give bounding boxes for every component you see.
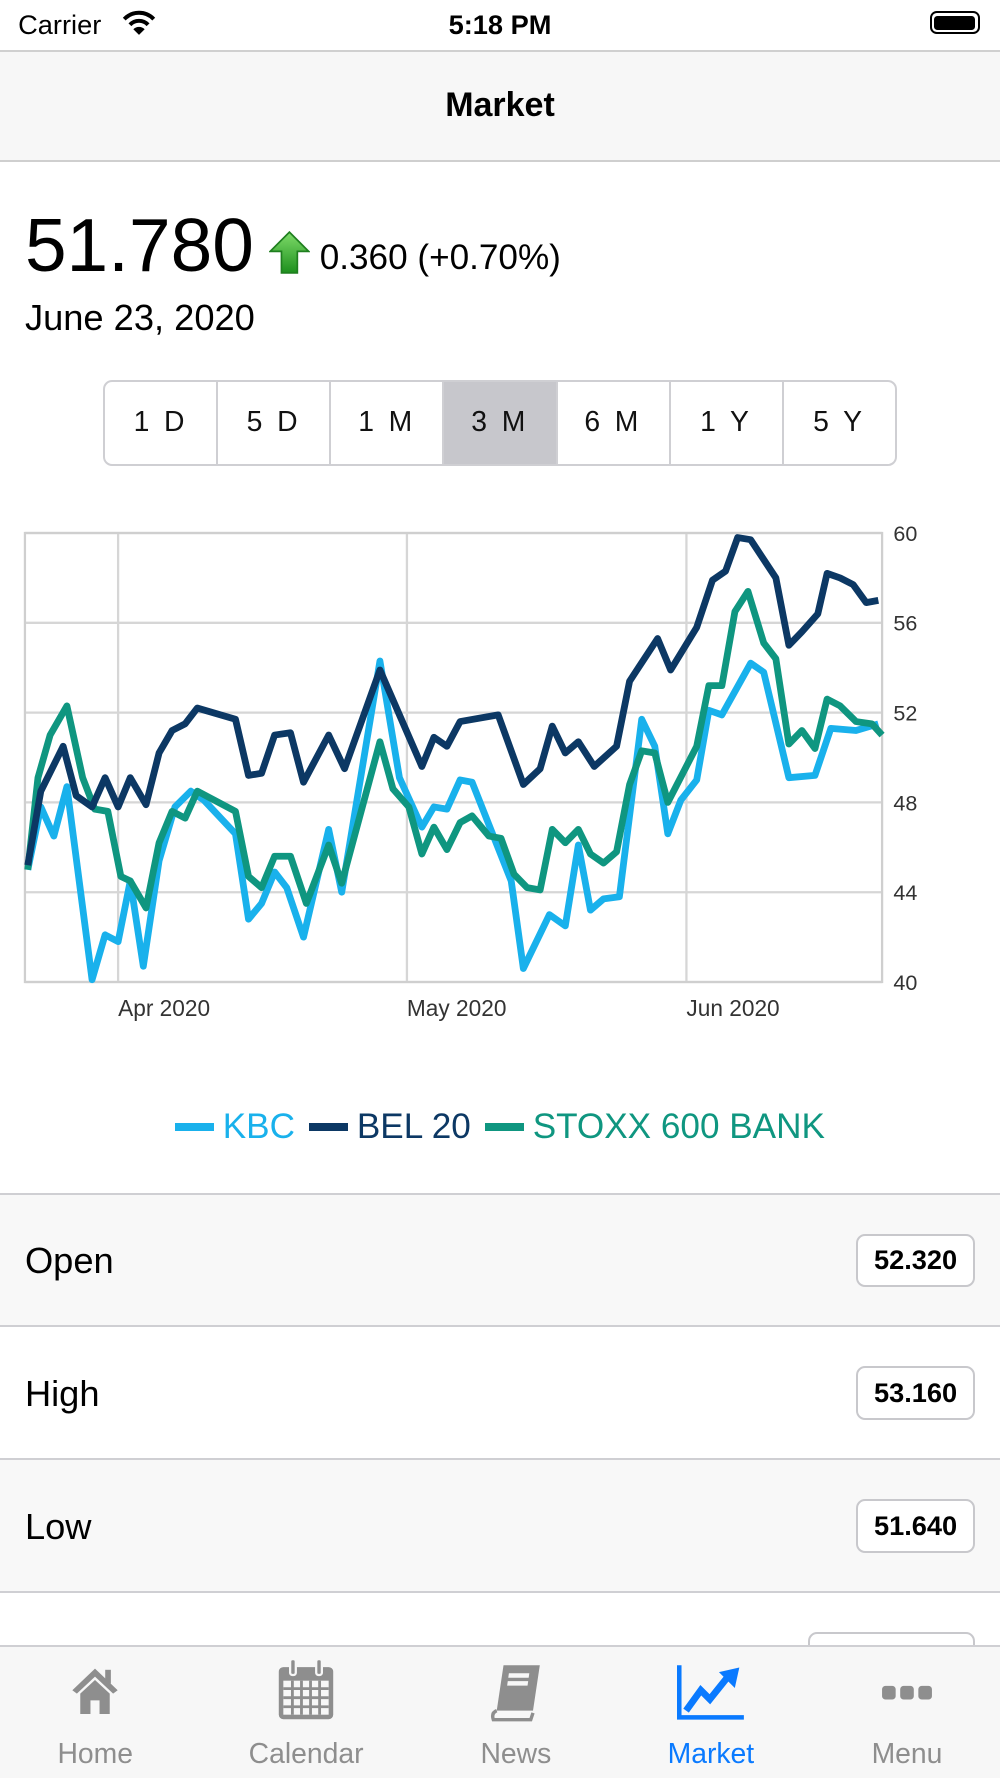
quote-date: June 23, 2020 [24,297,255,339]
carrier-label: Carrier [18,9,102,41]
stat-label: Open [24,1240,114,1282]
range-5d[interactable]: 5 D [218,381,332,464]
legend-label: KBC [222,1106,295,1146]
range-6m[interactable]: 6 M [558,381,671,464]
last-price: 51.780 [24,202,254,287]
tab-home[interactable]: Home [0,1647,195,1778]
page-title: Market [445,86,555,125]
stat-value: 52.320 [856,1233,976,1288]
y-tick-label: 48 [893,791,917,815]
legend-kbc[interactable]: KBC [175,1107,295,1147]
stat-row-high: High 53.160 [0,1327,1000,1461]
range-1d[interactable]: 1 D [105,381,219,464]
series-line-kbc [24,657,880,983]
tab-news[interactable]: News [416,1647,616,1778]
price-chart: 40 44 48 52 56 60 Apr 2020 May 2020 Jun 2020 [23,522,917,1021]
legend-label: STOXX 600 BANK [532,1106,825,1146]
legend-stoxx[interactable]: STOXX 600 BANK [485,1107,825,1147]
series-line-bel-20 [24,534,879,866]
tab-bar: Home Calendar News Market Menu [0,1645,1000,1778]
tab-label: Market [667,1737,755,1770]
legend-swatch [175,1122,214,1131]
y-tick-label: 56 [893,612,917,636]
series-line-stoxx-600-bank [24,587,885,912]
battery-icon [929,11,980,34]
y-tick-label: 40 [893,971,917,995]
y-tick-label: 44 [893,881,917,905]
book-icon [490,1665,540,1722]
clock: 5:18 PM [448,9,552,41]
calendar-icon [278,1658,334,1720]
arrow-up-icon [268,231,310,275]
stat-value: 51.640 [856,1498,976,1553]
range-selector: 1 D 5 D 1 M 3 M 6 M 1 Y 5 Y [103,379,897,466]
x-tick-label: May 2020 [407,995,507,1021]
wifi-icon [123,11,156,36]
range-1m[interactable]: 1 M [331,381,445,464]
range-5y[interactable]: 5 Y [813,406,866,439]
navigation-bar: Market [0,52,1000,162]
stat-row-open: Open 52.320 [0,1195,1000,1328]
chart-up-icon [676,1665,744,1720]
x-tick-label: Apr 2020 [118,995,210,1021]
legend-label: BEL 20 [356,1106,471,1146]
y-tick-label: 60 [893,522,917,546]
divider [0,1192,1000,1195]
y-tick-label: 52 [893,701,917,725]
more-icon [882,1685,932,1700]
tab-menu[interactable]: Menu [807,1647,1000,1778]
status-bar: Carrier 5:18 PM [0,0,1000,52]
range-3m[interactable]: 3 M [444,381,558,464]
x-tick-label: Jun 2020 [686,995,779,1021]
range-1y[interactable]: 1 Y [671,381,784,464]
tab-label: Menu [871,1737,943,1770]
tab-calendar[interactable]: Calendar [206,1647,406,1778]
legend-bel20[interactable]: BEL 20 [309,1107,471,1147]
stat-label: High [24,1373,100,1414]
tab-label: News [480,1737,552,1770]
stat-value: 53.160 [856,1366,976,1421]
price-change: 0.360 (+0.70%) [319,238,561,278]
stat-label: Low [24,1505,92,1547]
legend-swatch [485,1122,524,1131]
chart-legend: KBC BEL 20 STOXX 600 BANK [0,1100,1000,1147]
plot-frame [23,531,884,983]
tab-market[interactable]: Market [611,1647,811,1778]
tab-label: Home [57,1737,134,1770]
tab-label: Calendar [248,1737,364,1770]
legend-swatch [309,1122,348,1131]
stat-row-low: Low 51.640 [0,1460,1000,1593]
home-icon [72,1668,118,1715]
